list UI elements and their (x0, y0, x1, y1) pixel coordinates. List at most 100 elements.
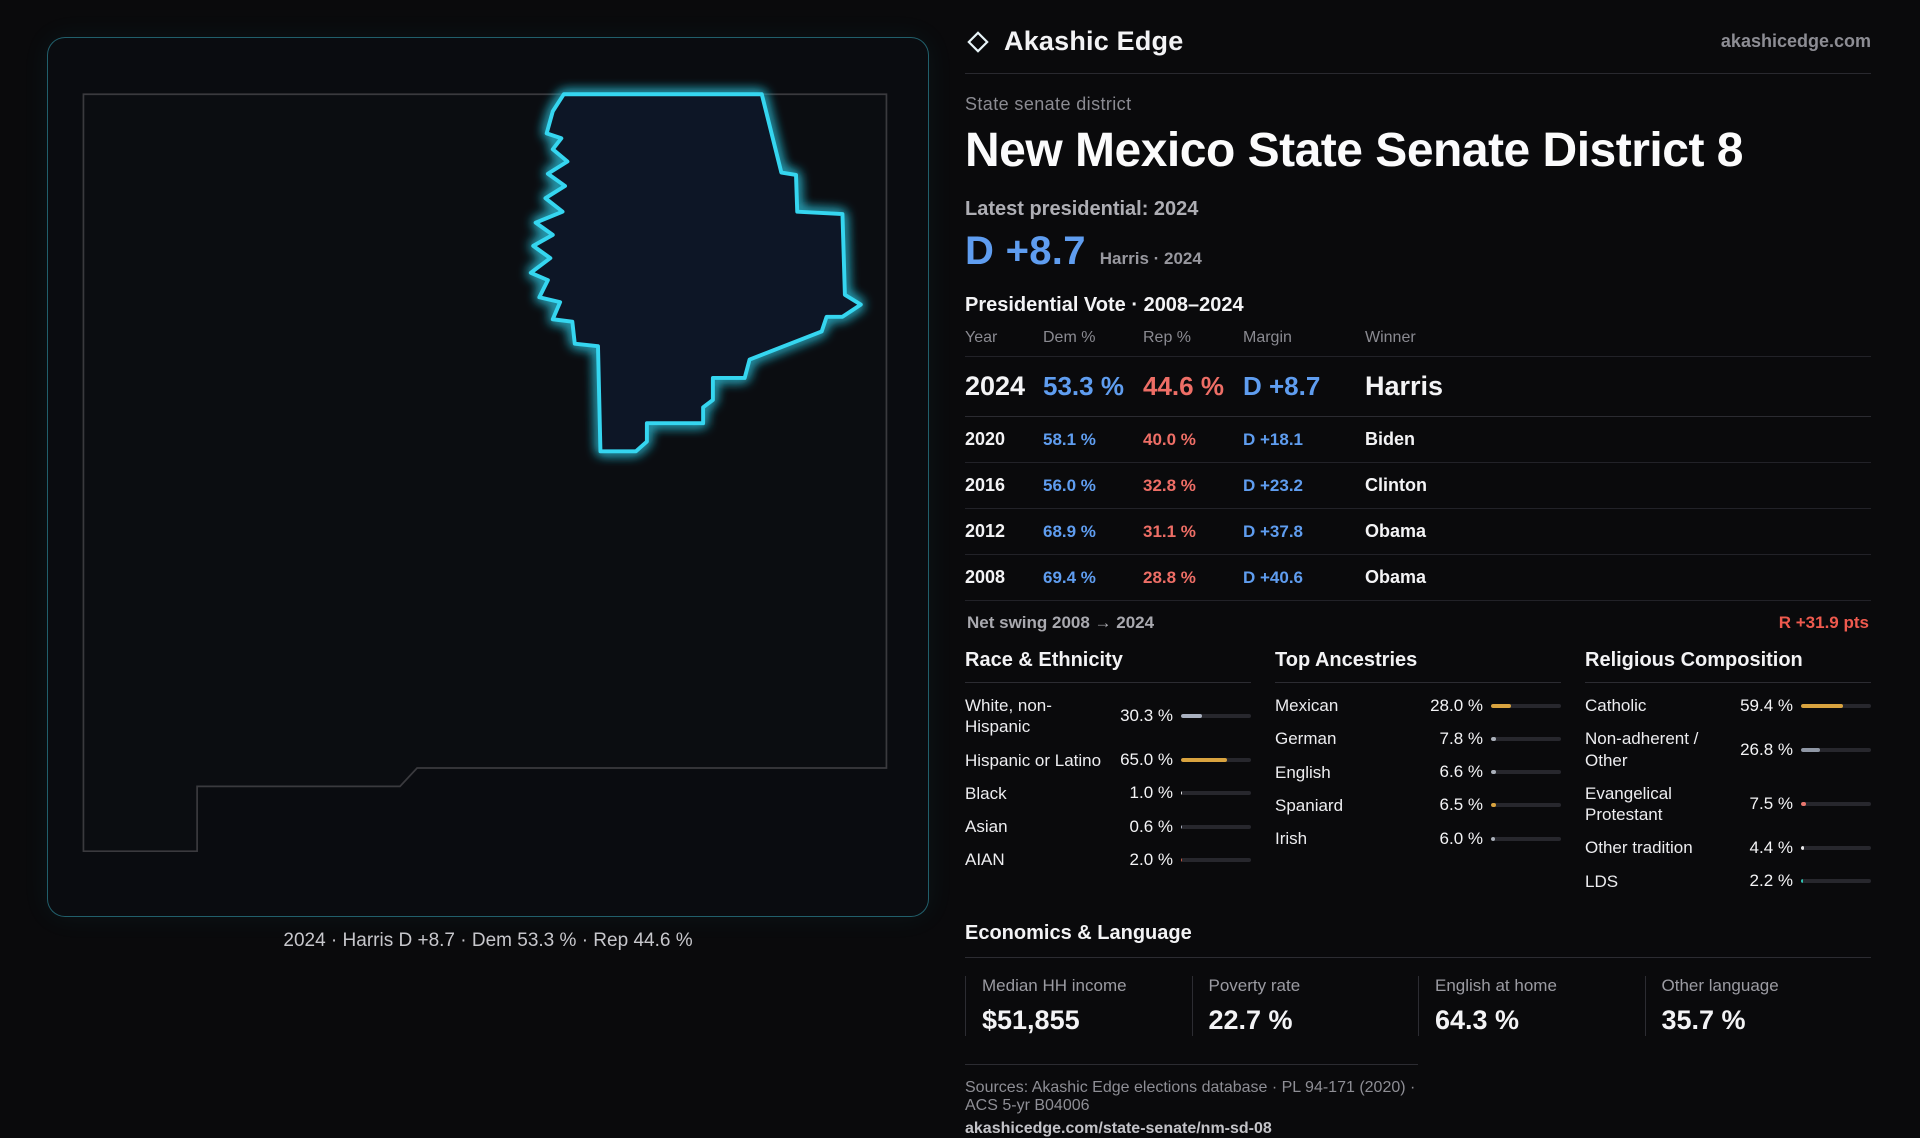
site-link[interactable]: akashicedge.com (1720, 31, 1871, 51)
demo-bar (1801, 845, 1871, 850)
demo-row: German 7.8 % (1275, 722, 1561, 755)
brand: Akashic Edge (965, 26, 1183, 57)
dem-cell: 68.9 % (1043, 522, 1096, 541)
demo-bar (1801, 802, 1871, 806)
col-header-winner: Winner (1365, 329, 1416, 346)
economics-section: Economics & Language Median HH income $5… (965, 922, 1871, 1036)
rep-cell: 40.0 % (1143, 430, 1196, 449)
demo-value: 0.6 % (1129, 816, 1173, 836)
stat-label: English at home (1435, 975, 1557, 995)
demo-label: AIAN (965, 850, 1005, 870)
demo-value: 6.0 % (1439, 828, 1483, 848)
year-cell: 2016 (965, 475, 1006, 495)
dem-cell: 56.0 % (1043, 476, 1096, 495)
demo-row: Evangelical Protestant 7.5 % (1585, 777, 1871, 832)
permalink[interactable]: akashicedge.com/state-senate/nm-sd-08 (965, 1119, 1272, 1137)
stat-label: Poverty rate (1208, 975, 1301, 995)
demo-bar (1181, 758, 1251, 763)
headline-margin-row: D +8.7 Harris · 2024 (965, 229, 1871, 274)
demo-value: 28.0 % (1430, 695, 1483, 715)
stat-other-language: Other language 35.7 % (1644, 975, 1872, 1036)
latest-presidential-label: Latest presidential: 2024 (965, 198, 1199, 220)
demo-label: Irish (1275, 829, 1308, 848)
rep-cell: 31.1 % (1143, 522, 1196, 541)
col-header-year: Year (965, 329, 998, 346)
demo-bar (1181, 714, 1251, 719)
winner-cell: Harris (1365, 371, 1444, 401)
demo-label: German (1275, 729, 1337, 749)
demo-bar (1491, 803, 1561, 808)
district-map-panel (47, 37, 929, 917)
demo-bar-fill (1491, 770, 1496, 775)
net-swing-label: Net swing 2008 → 2024 (967, 613, 1155, 632)
demo-bar-fill (1491, 836, 1496, 841)
headline-context: Harris · 2024 (1099, 249, 1202, 268)
stat-value: 35.7 % (1661, 1004, 1746, 1035)
demo-bar-fill (1181, 758, 1227, 763)
vote-table: Year Dem % Rep % Margin Winner 2024 53.3… (965, 317, 1871, 601)
demo-value: 1.0 % (1129, 783, 1173, 803)
demo-row: LDS 2.2 % (1585, 865, 1871, 898)
winner-cell: Obama (1365, 567, 1427, 587)
demo-value: 6.5 % (1439, 795, 1483, 815)
demo-bar-fill (1801, 747, 1820, 752)
net-swing-row: Net swing 2008 → 2024 R +31.9 pts (965, 601, 1871, 643)
vote-row-2016: 2016 56.0 % 32.8 % D +23.2 Clinton (965, 463, 1871, 509)
winner-cell: Obama (1365, 521, 1427, 541)
winner-cell: Clinton (1365, 475, 1427, 495)
margin-cell: D +18.1 (1243, 430, 1304, 449)
demo-bar (1181, 791, 1251, 796)
content-column: Akashic Edge akashicedge.com State senat… (965, 26, 1871, 1138)
vote-row-2020: 2020 58.1 % 40.0 % D +18.1 Biden (965, 417, 1871, 463)
page-header: Akashic Edge akashicedge.com (965, 26, 1871, 74)
vote-table-header: Year Dem % Rep % Margin Winner (965, 317, 1871, 357)
demo-bar-fill (1801, 845, 1805, 850)
demo-label: Evangelical Protestant (1585, 783, 1672, 824)
demo-bar-fill (1491, 703, 1511, 708)
demo-bar-fill (1491, 803, 1496, 808)
demo-value: 59.4 % (1740, 695, 1793, 715)
demo-label: Spaniard (1275, 795, 1344, 815)
demo-bar-fill (1181, 824, 1183, 829)
group-title: Race & Ethnicity (965, 649, 1251, 683)
demo-value: 4.4 % (1749, 837, 1793, 857)
demo-row: Mexican 28.0 % (1275, 689, 1561, 722)
margin-cell: D +37.8 (1243, 522, 1304, 541)
demo-row: Other tradition 4.4 % (1585, 831, 1871, 864)
col-header-rep: Rep % (1143, 329, 1192, 346)
brand-diamond-icon (967, 30, 989, 53)
demo-bar (1491, 736, 1561, 741)
demographics-section: Race & Ethnicity White, non-Hispanic 30.… (965, 649, 1871, 898)
margin-cell: D +8.7 (1243, 371, 1321, 401)
demo-value: 26.8 % (1740, 739, 1793, 759)
stat-median-income: Median HH income $51,855 (965, 975, 1192, 1036)
stat-poverty-rate: Poverty rate 22.7 % (1191, 975, 1419, 1036)
page-title: New Mexico State Senate District 8 (965, 124, 1743, 177)
headline-margin-value: D +8.7 (965, 229, 1086, 273)
demo-row: White, non-Hispanic 30.3 % (965, 689, 1251, 744)
stat-value: 64.3 % (1435, 1004, 1520, 1035)
stat-value: 22.7 % (1208, 1004, 1293, 1035)
vote-row-2024: 2024 53.3 % 44.6 % D +8.7 Harris (965, 357, 1871, 417)
year-cell: 2012 (965, 521, 1006, 541)
religion-column: Religious Composition Catholic 59.4 % No… (1585, 649, 1871, 898)
demo-bar-fill (1181, 714, 1203, 719)
margin-cell: D +40.6 (1243, 568, 1304, 587)
demo-label: Mexican (1275, 696, 1339, 715)
footer: Sources: Akashic Edge elections database… (965, 1063, 1418, 1138)
year-cell: 2024 (965, 371, 1026, 401)
ancestries-column: Top Ancestries Mexican 28.0 % German 7.8… (1275, 649, 1561, 898)
demo-bar (1491, 703, 1561, 708)
col-header-dem: Dem % (1043, 329, 1096, 346)
demo-bar (1801, 747, 1871, 752)
demo-row: Irish 6.0 % (1275, 822, 1561, 855)
demo-value: 2.0 % (1129, 849, 1173, 869)
demo-row: Hispanic or Latino 65.0 % (965, 744, 1251, 777)
demo-value: 7.8 % (1439, 728, 1483, 748)
margin-cell: D +23.2 (1243, 476, 1304, 495)
demo-row: English 6.6 % (1275, 756, 1561, 789)
rep-cell: 28.8 % (1143, 568, 1196, 587)
brand-name: Akashic Edge (1004, 26, 1184, 56)
demo-bar (1801, 703, 1871, 708)
demo-bar-fill (1801, 802, 1807, 806)
